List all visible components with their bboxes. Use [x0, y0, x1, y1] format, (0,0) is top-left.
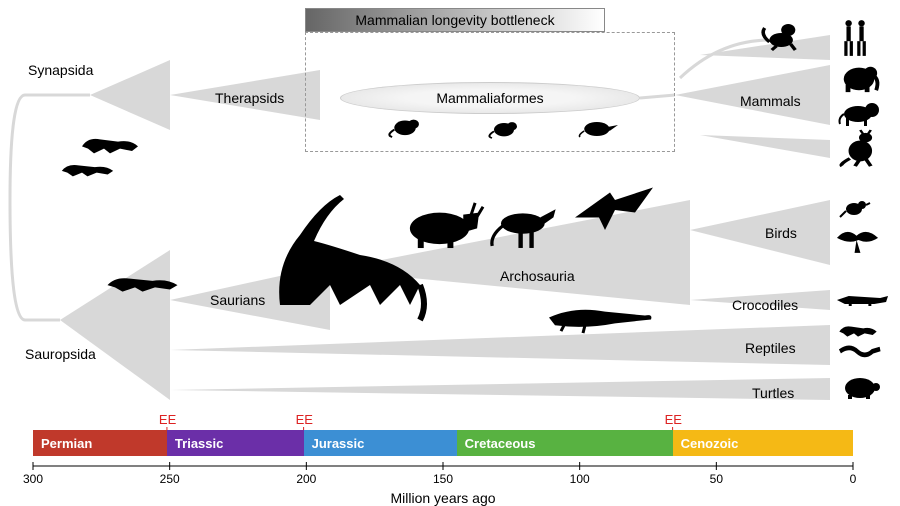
- silhouette-crocodile: [837, 296, 888, 306]
- wedge-reptiles-wedge: [170, 325, 830, 365]
- connector-root-bracket: [10, 95, 90, 320]
- label-therapsids: Therapsids: [215, 90, 284, 106]
- mammaliaformes-ellipse: Mammaliaformes: [340, 82, 640, 114]
- silhouette-eagle: [837, 232, 878, 253]
- connector-primate-branch: [680, 40, 770, 78]
- ee-66: EE: [665, 412, 682, 427]
- axis-title: Million years ago: [343, 490, 543, 506]
- wedge-birds-wedge: [690, 200, 830, 265]
- tick-150: 150: [428, 472, 458, 486]
- label-mammals: Mammals: [740, 93, 801, 109]
- silhouette-turtle: [845, 378, 880, 399]
- tick-200: 200: [291, 472, 321, 486]
- label-archosauria: Archosauria: [500, 268, 575, 284]
- label-saurians: Saurians: [210, 292, 265, 308]
- label-birds: Birds: [765, 225, 797, 241]
- label-turtles: Turtles: [752, 385, 794, 401]
- label-reptiles: Reptiles: [745, 340, 796, 356]
- silhouette-elephant: [844, 67, 878, 92]
- silhouette-synapsid-2: [62, 165, 113, 176]
- silhouette-triceratops: [410, 203, 483, 248]
- label-crocodiles: Crocodiles: [732, 297, 798, 313]
- bottleneck-title: Mammalian longevity bottleneck: [305, 8, 605, 32]
- tick-50: 50: [701, 472, 731, 486]
- silhouette-marine-reptile: [549, 310, 651, 333]
- wedge-turtles-wedge: [170, 378, 830, 400]
- silhouette-lion: [840, 103, 880, 126]
- silhouette-kangaroo: [841, 130, 872, 166]
- label-sauropsida: Sauropsida: [25, 346, 96, 362]
- silhouette-reptile-1: [839, 326, 876, 336]
- wedge-mammals-lower: [700, 135, 830, 158]
- period-triassic: Triassic: [167, 430, 304, 456]
- label-synapsida: Synapsida: [28, 62, 93, 78]
- silhouette-reptile-2: [840, 348, 880, 355]
- ee-251: EE: [159, 412, 176, 427]
- tick-100: 100: [565, 472, 595, 486]
- ee-201: EE: [296, 412, 313, 427]
- period-cenozoic: Cenozoic: [673, 430, 853, 456]
- tick-300: 300: [18, 472, 48, 486]
- tick-250: 250: [155, 472, 185, 486]
- tick-0: 0: [838, 472, 868, 486]
- period-cretaceous: Cretaceous: [457, 430, 673, 456]
- silhouette-humans: [844, 20, 866, 56]
- period-jurassic: Jurassic: [304, 430, 457, 456]
- silhouette-synapsid-1: [82, 139, 138, 153]
- wedge-synapsida-root: [90, 60, 170, 130]
- wedge-sauropsida-root: [60, 250, 170, 400]
- period-permian: Permian: [33, 430, 167, 456]
- phylogeny-diagram: { "layout": { "width": 900, "height": 50…: [0, 0, 900, 503]
- silhouette-kingfisher: [840, 201, 870, 217]
